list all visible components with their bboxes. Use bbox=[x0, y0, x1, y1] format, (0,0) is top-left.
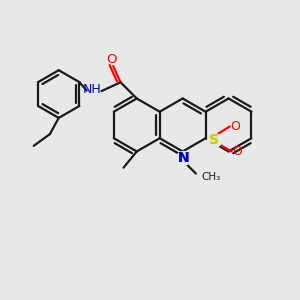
Text: N: N bbox=[177, 151, 189, 165]
Text: O: O bbox=[230, 120, 240, 133]
Text: NH: NH bbox=[83, 83, 102, 96]
Text: O: O bbox=[232, 145, 242, 158]
Text: N: N bbox=[177, 151, 189, 165]
Text: CH₃: CH₃ bbox=[201, 172, 220, 182]
Text: S: S bbox=[209, 133, 219, 147]
Text: S: S bbox=[209, 133, 219, 147]
Text: O: O bbox=[106, 53, 117, 66]
